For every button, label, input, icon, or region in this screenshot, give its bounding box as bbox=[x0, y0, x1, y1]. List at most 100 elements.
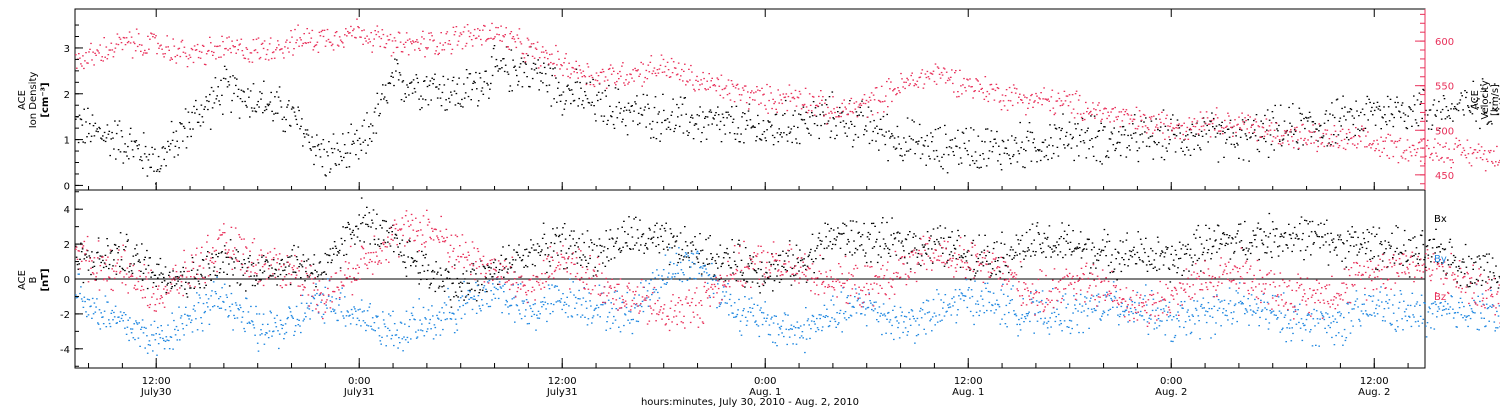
velocity-point bbox=[343, 46, 345, 48]
velocity-point bbox=[197, 56, 200, 59]
velocity-point bbox=[1202, 125, 1205, 127]
ion-density-point bbox=[1076, 145, 1078, 147]
velocity-point bbox=[711, 77, 713, 79]
bx-point bbox=[1120, 270, 1123, 273]
velocity-point bbox=[754, 99, 756, 101]
ion-density-point bbox=[1155, 118, 1157, 120]
ion-density-point bbox=[860, 111, 862, 113]
ion-density-point bbox=[763, 131, 766, 133]
velocity-point bbox=[913, 85, 915, 87]
ion-density-point bbox=[627, 102, 630, 104]
ion-density-point bbox=[543, 62, 545, 64]
velocity-point bbox=[97, 50, 99, 52]
ion-density-point bbox=[702, 111, 704, 113]
ion-density-point bbox=[623, 110, 625, 112]
bx-point bbox=[634, 244, 636, 246]
bx-point bbox=[295, 256, 298, 258]
velocity-point bbox=[696, 75, 698, 78]
bx-point bbox=[947, 259, 949, 261]
bx-point bbox=[564, 238, 567, 240]
bx-point bbox=[283, 269, 286, 271]
bx-point bbox=[142, 272, 145, 274]
ion-density-point bbox=[289, 125, 292, 127]
velocity-point bbox=[1344, 148, 1347, 151]
velocity-point bbox=[513, 38, 516, 40]
bx-point bbox=[764, 282, 766, 284]
bx-point bbox=[1114, 248, 1117, 250]
ion-density-point bbox=[228, 84, 231, 86]
ion-density-point bbox=[855, 111, 858, 113]
bx-point bbox=[505, 258, 508, 260]
bx-point bbox=[1072, 230, 1074, 232]
velocity-point bbox=[514, 41, 517, 43]
velocity-point bbox=[720, 74, 723, 76]
bx-point bbox=[954, 248, 957, 250]
ion-density-point bbox=[1347, 139, 1350, 141]
velocity-point bbox=[1352, 136, 1355, 138]
bx-point bbox=[965, 260, 968, 262]
velocity-point bbox=[265, 53, 268, 56]
velocity-point bbox=[473, 28, 476, 31]
ion-density-point bbox=[348, 166, 351, 168]
ion-density-point bbox=[507, 73, 510, 75]
velocity-point bbox=[118, 36, 121, 39]
velocity-point bbox=[1320, 143, 1323, 145]
ion-density-point bbox=[1409, 107, 1411, 109]
velocity-point bbox=[1014, 92, 1017, 94]
bx-point bbox=[632, 248, 634, 250]
ion-density-point bbox=[670, 114, 673, 116]
bx-point bbox=[671, 247, 673, 249]
ion-density-point bbox=[325, 175, 327, 177]
bx-point bbox=[827, 245, 830, 247]
velocity-point bbox=[1410, 155, 1413, 157]
bx-point bbox=[481, 283, 483, 286]
ion-density-point bbox=[493, 45, 496, 47]
bx-point bbox=[464, 278, 466, 280]
ion-density-point bbox=[1030, 160, 1033, 162]
bx-point bbox=[905, 238, 908, 241]
velocity-point bbox=[1156, 124, 1158, 126]
bx-point bbox=[1465, 266, 1468, 268]
bx-point bbox=[467, 293, 470, 296]
velocity-point bbox=[195, 49, 198, 51]
velocity-point bbox=[1057, 92, 1060, 94]
velocity-point bbox=[820, 90, 822, 92]
bx-point bbox=[1140, 243, 1143, 245]
bx-point bbox=[1418, 252, 1420, 255]
bx-point bbox=[1029, 229, 1031, 231]
ion-density-point bbox=[1038, 150, 1040, 152]
ion-density-point bbox=[1142, 141, 1144, 143]
bx-point bbox=[191, 257, 194, 259]
bx-point bbox=[1094, 255, 1096, 257]
bx-point bbox=[1041, 252, 1043, 254]
ion-density-point bbox=[1476, 100, 1478, 102]
ion-density-point bbox=[927, 145, 929, 147]
bx-point bbox=[1031, 223, 1034, 225]
ion-density-point bbox=[957, 129, 959, 131]
velocity-point bbox=[357, 26, 359, 28]
bx-point bbox=[1381, 243, 1383, 246]
velocity-point bbox=[1239, 127, 1241, 129]
bx-point bbox=[724, 280, 727, 282]
velocity-point bbox=[819, 102, 821, 104]
velocity-point bbox=[146, 52, 148, 54]
velocity-point bbox=[1006, 109, 1009, 111]
bx-point bbox=[931, 262, 934, 264]
bx-point bbox=[1224, 244, 1227, 247]
velocity-point bbox=[873, 99, 876, 101]
ion-density-point bbox=[249, 116, 251, 118]
bx-point bbox=[914, 247, 916, 249]
ion-density-point bbox=[287, 104, 289, 106]
bx-point bbox=[860, 236, 862, 238]
ion-density-point bbox=[382, 84, 384, 86]
ion-density-point bbox=[135, 140, 138, 142]
ion-density-point bbox=[835, 125, 837, 127]
bx-point bbox=[545, 243, 547, 245]
bx-point bbox=[461, 282, 464, 284]
ion-density-point bbox=[880, 128, 883, 131]
velocity-point bbox=[147, 35, 149, 37]
ion-density-point bbox=[616, 117, 619, 119]
ion-density-point bbox=[494, 66, 497, 68]
ion-density-point bbox=[969, 164, 971, 166]
ion-density-point bbox=[1331, 102, 1333, 104]
